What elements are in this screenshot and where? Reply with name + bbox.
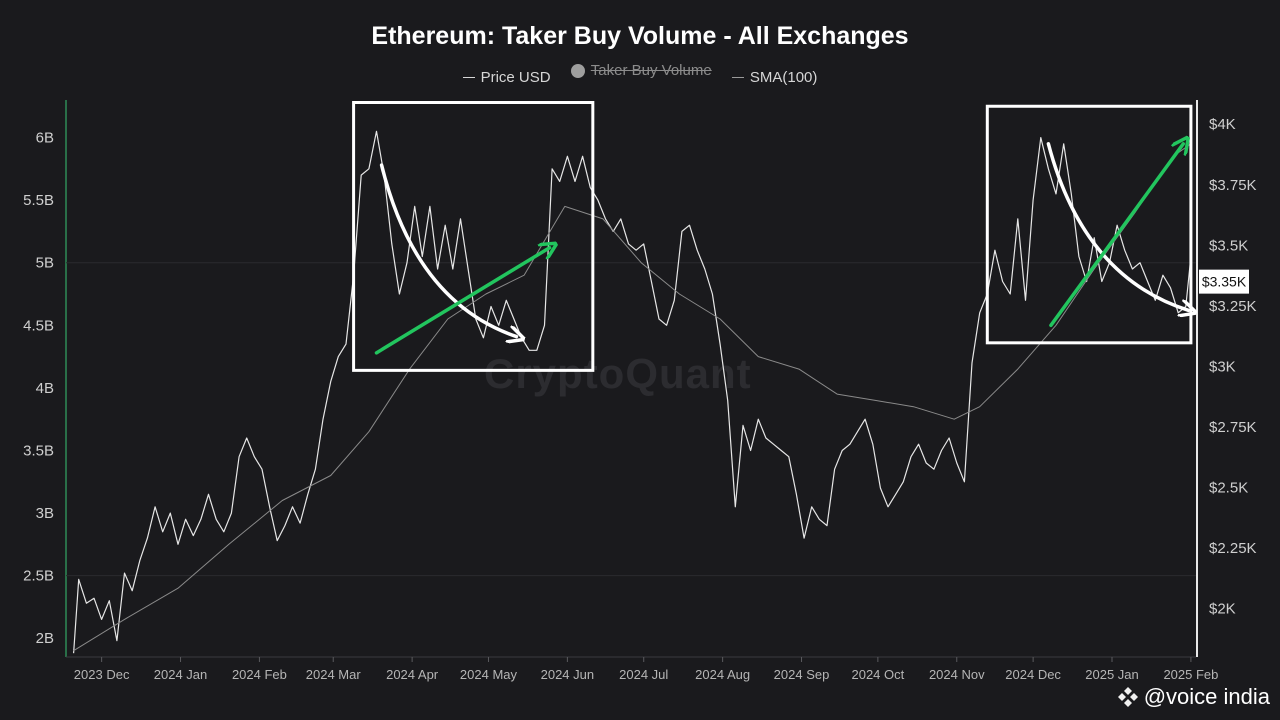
y-left-tick-label: 5.5B xyxy=(23,192,54,209)
series-layer xyxy=(73,130,1192,654)
green-trend-arrow xyxy=(374,248,549,355)
y-right-tick-label: $2.5K xyxy=(1209,479,1248,496)
white-trend-arrow xyxy=(1046,142,1188,310)
x-tick-label: 2024 Jan xyxy=(154,667,208,682)
legend-label-sma: SMA(100) xyxy=(749,68,818,86)
brand-watermark: @voice india xyxy=(1116,684,1270,710)
y-right-tick-label: $2.25K xyxy=(1209,540,1257,557)
white-trend-arrow xyxy=(379,163,517,336)
legend-line-icon xyxy=(462,76,475,78)
legend-item-sma[interactable]: SMA(100) xyxy=(731,68,818,86)
sma-100-line xyxy=(73,143,1192,652)
y-left-tick-label: 4B xyxy=(36,380,54,397)
chart-title: Ethereum: Taker Buy Volume - All Exchang… xyxy=(371,22,909,50)
y-right-tick-label: $3.5K xyxy=(1209,237,1248,254)
legend-item-taker-buy-volume[interactable]: Taker Buy Volume xyxy=(570,62,712,79)
x-tick-label: 2024 Apr xyxy=(386,667,439,682)
axes-layer: 2B 2.5B 3B 3.5B 4B 4.5B 5B 5.5B 6B $2K $2.25K $2.5K… xyxy=(23,100,1257,682)
y-left-tick-label: 2B xyxy=(36,630,54,647)
y-right-tick-label: $3.75K xyxy=(1209,177,1257,194)
legend-line-icon xyxy=(731,76,744,78)
y-right-tick-label: $4K xyxy=(1209,116,1236,133)
watermark: CryptoQuant xyxy=(484,350,752,397)
chart-legend: Price USD Taker Buy Volume SMA(100) xyxy=(0,62,1280,86)
price-usd-line xyxy=(73,130,1192,654)
x-tick-label: 2024 Dec xyxy=(1005,667,1061,682)
y-left-tick-label: 2.5B xyxy=(23,568,54,585)
x-tick-label: 2024 Feb xyxy=(232,667,287,682)
x-tick-label: 2024 Oct xyxy=(851,667,904,682)
x-tick-label: 2025 Feb xyxy=(1163,667,1218,682)
legend-dot-icon xyxy=(570,63,585,78)
y-left-tick-label: 5B xyxy=(36,255,54,272)
legend-label-price: Price USD xyxy=(480,68,551,86)
y-right-tick-label: $3.25K xyxy=(1209,298,1257,315)
brand-handle: @voice india xyxy=(1143,684,1270,709)
x-tick-label: 2024 Aug xyxy=(695,667,750,682)
x-tick-label: 2023 Dec xyxy=(74,667,130,682)
y-right-tick-label: $2K xyxy=(1209,601,1236,618)
green-trend-arrow xyxy=(1049,144,1183,328)
y-right-tick-label: $3K xyxy=(1209,358,1236,375)
annotations-layer xyxy=(352,101,1193,372)
legend-item-price[interactable]: Price USD xyxy=(462,68,551,86)
x-tick-label: 2024 Nov xyxy=(929,667,985,682)
current-price-label: $3.35K xyxy=(1202,274,1247,290)
x-tick-label: 2024 Jul xyxy=(619,667,668,682)
highlight-box xyxy=(352,101,595,372)
highlight-box xyxy=(985,104,1193,345)
y-left-tick-label: 3.5B xyxy=(23,442,54,459)
x-tick-label: 2024 May xyxy=(460,667,518,682)
y-left-tick-label: 4.5B xyxy=(23,317,54,334)
y-left-tick-label: 6B xyxy=(36,130,54,147)
x-tick-label: 2024 Mar xyxy=(306,667,362,682)
diamond-logo-icon xyxy=(1117,687,1138,707)
current-price-tag xyxy=(1199,269,1249,294)
x-tick-label: 2024 Jun xyxy=(541,667,595,682)
x-tick-label: 2024 Sep xyxy=(774,667,830,682)
y-right-tick-label: $2.75K xyxy=(1209,419,1257,436)
y-left-tick-label: 3B xyxy=(36,505,54,522)
x-tick-label: 2025 Jan xyxy=(1085,667,1139,682)
legend-label-taker-buy-volume: Taker Buy Volume xyxy=(590,62,712,79)
